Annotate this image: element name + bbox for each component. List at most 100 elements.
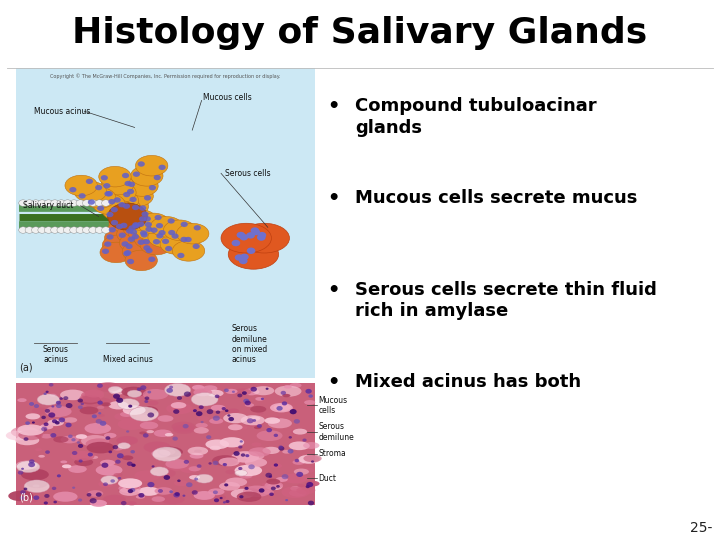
Circle shape <box>123 192 130 197</box>
Circle shape <box>44 502 48 504</box>
Circle shape <box>76 200 85 206</box>
Circle shape <box>244 487 248 490</box>
Circle shape <box>174 492 180 496</box>
Circle shape <box>96 492 102 497</box>
Circle shape <box>305 389 312 394</box>
Ellipse shape <box>139 431 147 435</box>
Ellipse shape <box>97 406 104 409</box>
Circle shape <box>78 444 84 448</box>
Ellipse shape <box>212 455 238 466</box>
Ellipse shape <box>71 451 94 461</box>
Circle shape <box>132 172 140 177</box>
Ellipse shape <box>289 383 302 388</box>
Ellipse shape <box>16 461 37 470</box>
Ellipse shape <box>306 481 320 487</box>
Ellipse shape <box>192 385 204 390</box>
Circle shape <box>78 193 86 199</box>
Circle shape <box>32 421 35 424</box>
Circle shape <box>242 391 247 395</box>
Ellipse shape <box>135 156 168 176</box>
Ellipse shape <box>122 387 146 397</box>
Ellipse shape <box>122 406 145 415</box>
Ellipse shape <box>240 415 265 426</box>
Circle shape <box>130 450 135 454</box>
Circle shape <box>194 225 201 231</box>
Ellipse shape <box>40 424 53 429</box>
Circle shape <box>311 460 314 463</box>
Circle shape <box>184 237 192 242</box>
Circle shape <box>240 254 248 260</box>
Circle shape <box>111 220 118 225</box>
Circle shape <box>107 212 114 217</box>
Ellipse shape <box>210 446 221 450</box>
Circle shape <box>115 460 121 464</box>
Circle shape <box>239 258 248 264</box>
Ellipse shape <box>164 461 187 471</box>
Circle shape <box>118 477 121 480</box>
Circle shape <box>152 465 155 468</box>
Circle shape <box>279 446 284 450</box>
Ellipse shape <box>219 482 240 491</box>
Circle shape <box>228 417 234 421</box>
Circle shape <box>138 493 145 497</box>
Ellipse shape <box>137 406 158 415</box>
Circle shape <box>305 485 310 488</box>
Circle shape <box>89 498 96 503</box>
Text: Histology of Salivary Glands: Histology of Salivary Glands <box>73 16 647 50</box>
Circle shape <box>19 496 24 500</box>
Ellipse shape <box>165 433 174 436</box>
Circle shape <box>182 495 186 497</box>
Circle shape <box>48 413 55 417</box>
Circle shape <box>181 221 188 227</box>
Ellipse shape <box>127 501 137 505</box>
Ellipse shape <box>303 442 320 449</box>
Circle shape <box>148 482 155 487</box>
Ellipse shape <box>99 166 131 187</box>
Circle shape <box>130 488 135 492</box>
Circle shape <box>25 421 30 425</box>
Ellipse shape <box>17 461 40 472</box>
Circle shape <box>169 490 173 493</box>
Ellipse shape <box>119 485 138 494</box>
Ellipse shape <box>136 495 145 499</box>
Circle shape <box>56 404 62 408</box>
Ellipse shape <box>225 389 238 394</box>
Ellipse shape <box>246 488 258 494</box>
Circle shape <box>78 406 83 409</box>
Ellipse shape <box>289 441 310 450</box>
Ellipse shape <box>175 453 181 455</box>
Circle shape <box>138 240 145 245</box>
Text: Mucous acinus: Mucous acinus <box>34 107 90 116</box>
Text: Salivary duct: Salivary duct <box>23 201 73 210</box>
Circle shape <box>233 451 240 456</box>
Circle shape <box>183 424 189 428</box>
Ellipse shape <box>126 176 158 196</box>
Ellipse shape <box>171 402 186 409</box>
Ellipse shape <box>138 213 170 234</box>
Circle shape <box>235 254 243 261</box>
Ellipse shape <box>157 447 183 457</box>
Ellipse shape <box>109 198 141 219</box>
Ellipse shape <box>161 494 184 504</box>
Circle shape <box>101 175 108 180</box>
Circle shape <box>224 388 229 392</box>
Ellipse shape <box>50 394 57 396</box>
Circle shape <box>132 234 139 239</box>
Circle shape <box>144 216 151 221</box>
Circle shape <box>70 227 78 233</box>
Ellipse shape <box>257 411 264 414</box>
Circle shape <box>269 492 274 496</box>
Ellipse shape <box>203 385 217 392</box>
Ellipse shape <box>194 388 212 396</box>
Circle shape <box>82 227 91 233</box>
Ellipse shape <box>153 447 181 461</box>
Ellipse shape <box>196 423 208 428</box>
Ellipse shape <box>205 440 229 449</box>
Ellipse shape <box>245 403 254 407</box>
Circle shape <box>144 195 151 200</box>
Ellipse shape <box>119 484 141 493</box>
Ellipse shape <box>262 483 269 485</box>
Ellipse shape <box>219 457 240 467</box>
Circle shape <box>177 480 181 482</box>
Ellipse shape <box>135 395 148 400</box>
